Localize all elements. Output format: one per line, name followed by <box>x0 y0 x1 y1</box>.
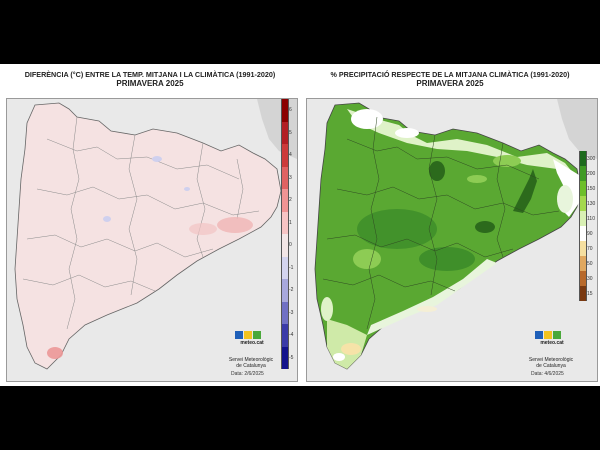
temperature-title-line1: DIFERÈNCIA (°C) ENTRE LA TEMP. MITJANA I… <box>24 70 276 79</box>
legend-swatch <box>579 286 587 301</box>
legend-swatch <box>281 256 289 279</box>
legend-label: 150 <box>587 185 596 192</box>
legend-swatch <box>579 151 587 166</box>
logo-cell <box>235 331 243 339</box>
legend-label: 15 <box>587 290 593 297</box>
legend-swatch <box>579 166 587 181</box>
county-borders <box>22 116 260 330</box>
catalonia-region <box>314 102 582 370</box>
legend-swatch <box>281 279 289 302</box>
meteocat-logo: meteo.cat <box>535 331 569 355</box>
legend-swatch <box>281 189 289 212</box>
logo-cells <box>235 331 269 339</box>
precipitation-title-line2: PRIMAVERA 2025 <box>416 79 484 88</box>
legend-label: 3 <box>289 174 292 181</box>
legend-label: 90 <box>587 230 593 237</box>
logo-cell <box>244 331 252 339</box>
legend-label: 70 <box>587 245 593 252</box>
temperature-map-title: DIFERÈNCIA (°C) ENTRE LA TEMP. MITJANA I… <box>2 70 298 88</box>
service-name: Servei Meteorològic de Catalunya <box>221 357 281 369</box>
legend-swatch <box>579 211 587 226</box>
precipitation-map-title: % PRECIPITACIÓ RESPECTE DE LA MITJANA CL… <box>302 70 598 88</box>
legend-label: -4 <box>289 332 294 339</box>
legend-label: 30 <box>587 275 593 282</box>
legend-label: -2 <box>289 287 294 294</box>
legend-label: -5 <box>289 354 294 361</box>
logo-cell <box>253 331 261 339</box>
legend-swatch <box>281 346 289 369</box>
legend-swatch <box>281 166 289 189</box>
legend-label: 5 <box>289 129 292 136</box>
logo-name: meteo.cat <box>240 340 264 346</box>
legend-swatch <box>281 121 289 144</box>
logo-cell <box>544 331 552 339</box>
temperature-anomaly-patches <box>47 156 253 359</box>
legend-label: 0 <box>289 242 292 249</box>
precipitation-panel: % PRECIPITACIÓ RESPECTE DE LA MITJANA CL… <box>302 64 598 386</box>
county-borders <box>322 116 560 330</box>
precipitation-patches <box>321 109 579 369</box>
legend-label: 2 <box>289 197 292 204</box>
precipitation-map-svg <box>314 99 597 370</box>
legend-swatch <box>579 271 587 286</box>
logo-cells <box>535 331 569 339</box>
logo-cell <box>535 331 543 339</box>
legend-label: 1 <box>289 219 292 226</box>
legend-label: 130 <box>587 200 596 207</box>
temperature-map: 6 5 4 3 2 1 0 -1 -2 -3 -4 -5 meteo.cat Servei Meteo… <box>6 98 298 382</box>
legend-swatch <box>579 226 587 241</box>
precipitation-map: 300 200 150 130 110 90 70 50 30 15 meteo.cat Serv… <box>306 98 598 382</box>
legend-label: -3 <box>289 309 294 316</box>
legend-swatch <box>579 256 587 271</box>
legend-swatch <box>579 241 587 256</box>
legend-label: 200 <box>587 170 596 177</box>
temperature-title-line2: PRIMAVERA 2025 <box>116 79 184 88</box>
legend-label: 4 <box>289 152 292 159</box>
service-name: Servei Meteorològic de Catalunya <box>521 357 581 369</box>
precipitation-title-line1: % PRECIPITACIÓ RESPECTE DE LA MITJANA CL… <box>330 70 570 79</box>
map-date: Data: 4/6/2025 <box>531 371 564 377</box>
logo-cell <box>553 331 561 339</box>
catalonia-region <box>14 102 282 370</box>
legend-swatch <box>579 196 587 211</box>
legend-swatch <box>281 301 289 324</box>
service-line2: de Catalunya <box>536 363 566 369</box>
legend-label: 6 <box>289 107 292 114</box>
legend-swatch <box>281 211 289 234</box>
service-line2: de Catalunya <box>236 363 266 369</box>
logo-name: meteo.cat <box>540 340 564 346</box>
legend-label: -1 <box>289 264 294 271</box>
legend-swatch <box>281 324 289 347</box>
legend-label: 110 <box>587 215 595 222</box>
service-line1: Servei Meteorològic <box>528 357 574 363</box>
meteocat-logo: meteo.cat <box>235 331 269 355</box>
map-date: Data: 2/6/2025 <box>231 371 264 377</box>
legend-swatch <box>281 144 289 167</box>
legend-swatch <box>281 234 289 257</box>
legend-swatch <box>281 99 289 122</box>
legend-label: 300 <box>587 155 596 162</box>
service-line1: Servei Meteorològic <box>228 357 274 363</box>
legend-label: 50 <box>587 260 593 267</box>
figure-canvas: DIFERÈNCIA (°C) ENTRE LA TEMP. MITJANA I… <box>0 64 600 386</box>
temperature-anomaly-panel: DIFERÈNCIA (°C) ENTRE LA TEMP. MITJANA I… <box>2 64 298 386</box>
legend-swatch <box>579 181 587 196</box>
